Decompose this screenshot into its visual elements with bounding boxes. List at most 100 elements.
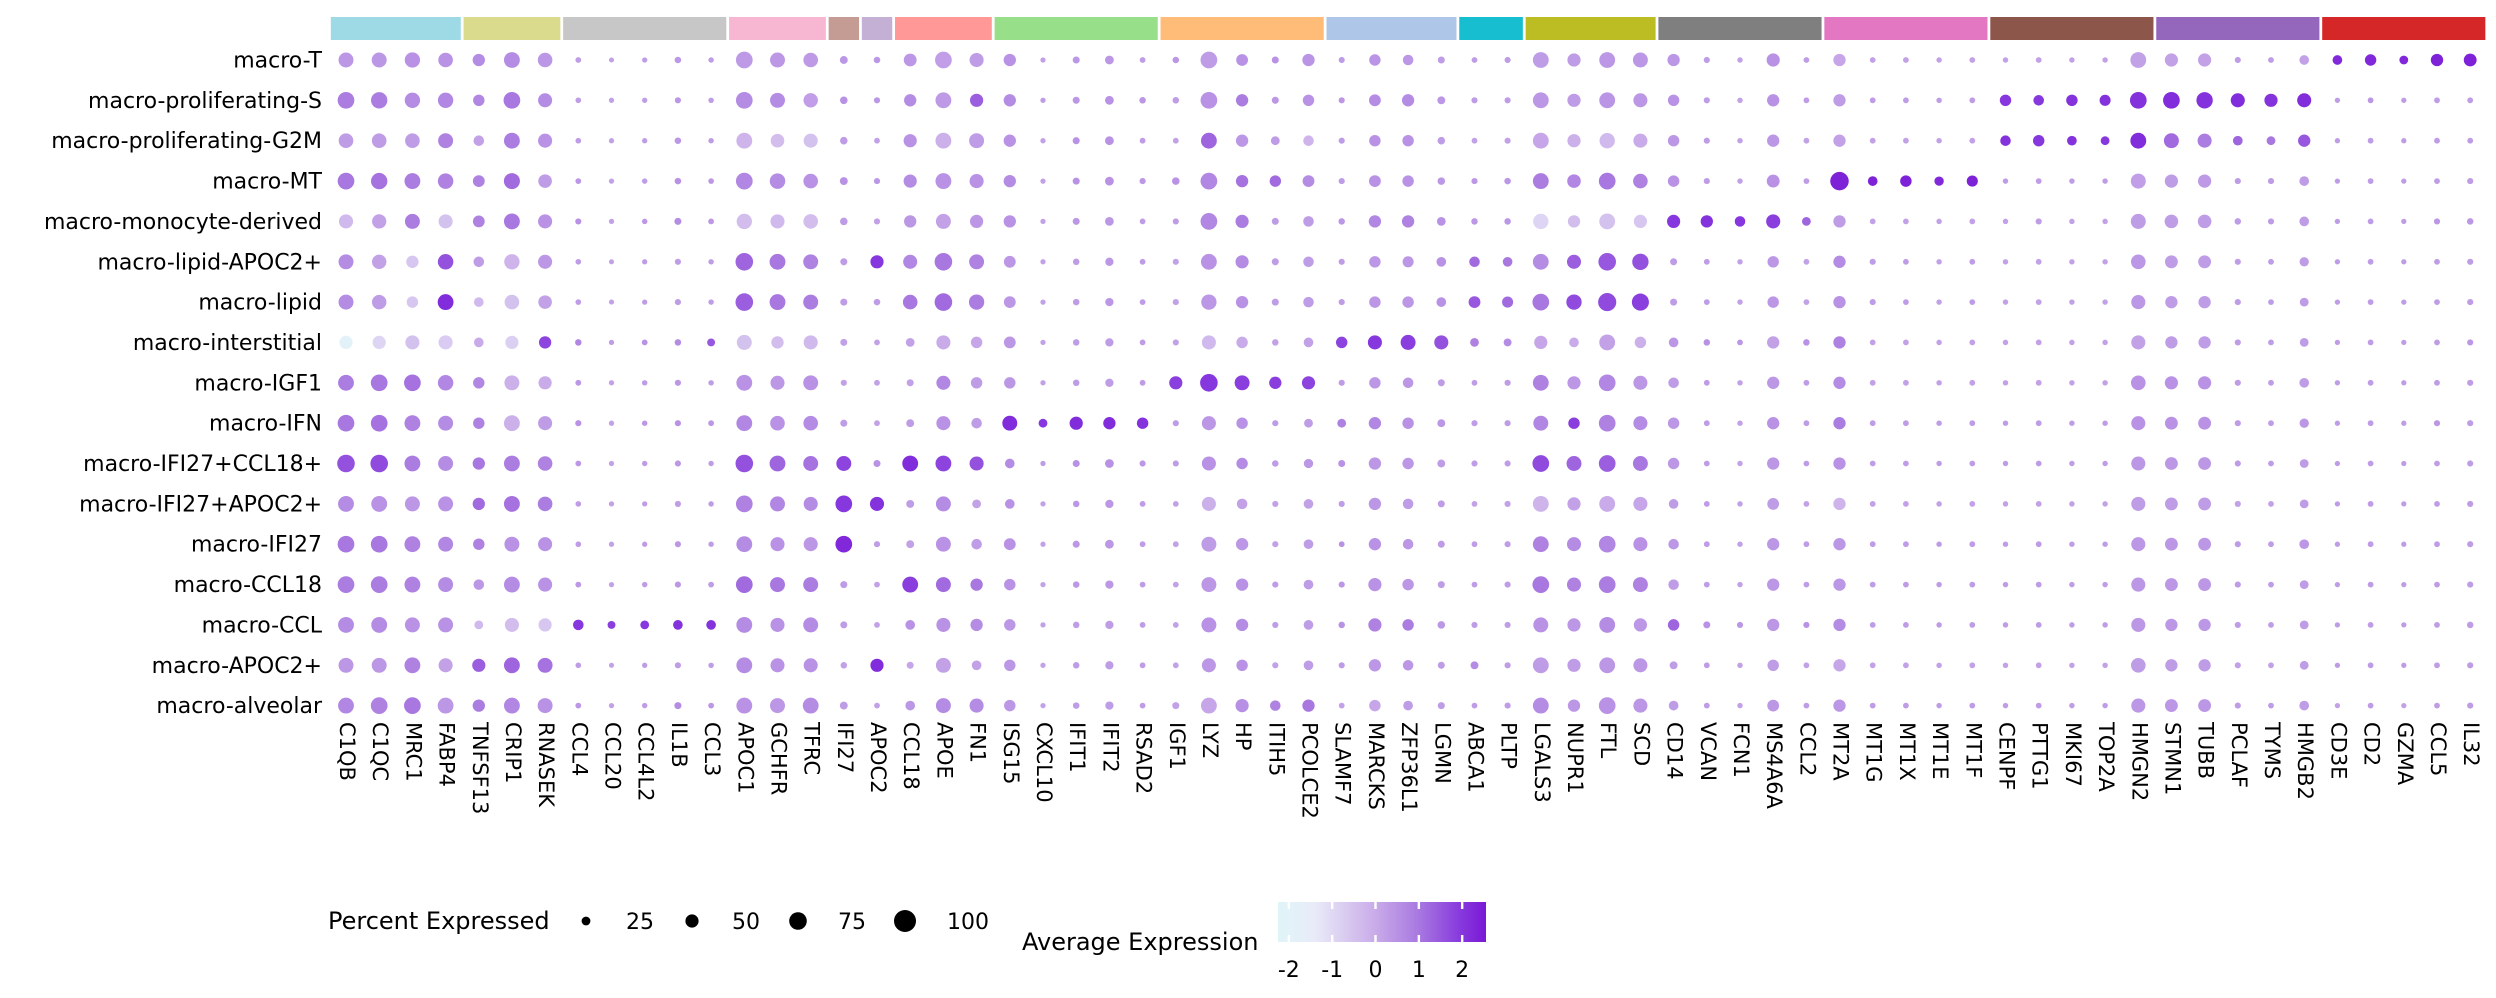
dot	[873, 97, 881, 104]
dot	[2268, 460, 2274, 467]
dot	[2401, 299, 2407, 305]
dot	[2297, 93, 2312, 108]
dot	[338, 374, 354, 391]
dot	[2463, 53, 2477, 67]
dot	[2268, 501, 2274, 507]
dot	[674, 217, 682, 225]
dot	[803, 456, 819, 471]
dot	[1668, 377, 1679, 389]
dot	[2165, 659, 2178, 672]
dot	[674, 299, 681, 306]
dot	[840, 258, 848, 266]
dot	[1566, 254, 1582, 269]
dot	[770, 92, 785, 108]
dot	[2102, 380, 2108, 386]
dot	[874, 137, 880, 144]
dot	[1040, 460, 1046, 467]
dot	[1437, 379, 1445, 387]
gene-label: CCL18	[899, 722, 923, 790]
dot	[1139, 57, 1146, 63]
dot	[736, 213, 752, 230]
dot	[1105, 459, 1114, 468]
gene-label: MKI67	[2061, 722, 2085, 787]
gene-label: TYMS	[2260, 721, 2284, 779]
dot	[1867, 176, 1878, 186]
dot	[1139, 662, 1146, 669]
dot	[575, 501, 582, 507]
dot	[1598, 455, 1616, 472]
dot	[2334, 178, 2341, 184]
row-label: macro-IFI27+APOC2+	[79, 492, 322, 517]
dot	[1369, 377, 1381, 389]
group-bar	[729, 17, 826, 40]
dot	[771, 336, 784, 349]
dot	[1869, 541, 1876, 548]
gene-label: NUPR1	[1563, 722, 1587, 794]
dot	[1369, 296, 1381, 308]
dot	[1272, 541, 1279, 548]
dot	[935, 51, 952, 69]
dot	[1402, 578, 1414, 591]
dot	[803, 577, 819, 593]
dot	[1402, 417, 1414, 429]
dot	[337, 91, 355, 109]
dot	[1105, 297, 1114, 307]
dot	[903, 254, 918, 269]
dot	[1969, 541, 1976, 548]
group-bar	[1525, 17, 1656, 40]
gene-label: VCAN	[1696, 722, 1720, 781]
dot	[1632, 456, 1648, 471]
dot	[1201, 617, 1217, 633]
group-bar	[2156, 17, 2320, 40]
dot	[1040, 138, 1046, 144]
dot	[2367, 622, 2374, 628]
dot	[1368, 417, 1382, 430]
dot	[840, 96, 848, 105]
dot	[1004, 499, 1015, 509]
dot	[538, 254, 553, 269]
dot	[2198, 376, 2212, 390]
dot	[2299, 580, 2309, 589]
avg-tick-mark	[1330, 935, 1334, 942]
dot	[1402, 498, 1414, 510]
dot	[503, 213, 520, 230]
dot	[1767, 94, 1780, 107]
dot	[505, 335, 519, 349]
dot	[1172, 662, 1179, 669]
dot	[970, 377, 983, 389]
dot	[1969, 218, 1976, 225]
dot	[1969, 57, 1976, 63]
dot	[2334, 138, 2341, 144]
gene-label: TUBB	[2194, 721, 2218, 779]
dot	[2234, 339, 2241, 346]
dot	[1072, 298, 1080, 306]
dot	[673, 620, 683, 630]
dot	[405, 133, 420, 148]
gene-label: ZFP36L1	[1397, 722, 1421, 813]
dot	[404, 496, 420, 512]
gene-label: ABCA1	[1463, 722, 1487, 793]
dot	[1235, 538, 1249, 551]
group-bar	[1160, 17, 1324, 40]
avg-tick-label: -1	[1321, 958, 1343, 983]
dot	[1105, 338, 1114, 347]
dot	[2434, 137, 2440, 144]
dot	[1504, 662, 1511, 669]
dot	[1803, 178, 1810, 185]
gene-label: LGMN	[1430, 722, 1454, 784]
dot	[1471, 137, 1478, 144]
dot	[1803, 460, 1810, 467]
dot	[839, 701, 848, 710]
dot	[2334, 380, 2341, 386]
dot	[1903, 339, 1909, 346]
dot	[2434, 460, 2440, 467]
dot	[1633, 173, 1648, 189]
dot	[971, 660, 982, 671]
dot	[2129, 91, 2147, 109]
dot	[840, 298, 848, 306]
dot	[1767, 618, 1780, 632]
dot	[438, 617, 454, 633]
dot	[2367, 420, 2374, 427]
dot	[2299, 620, 2309, 630]
